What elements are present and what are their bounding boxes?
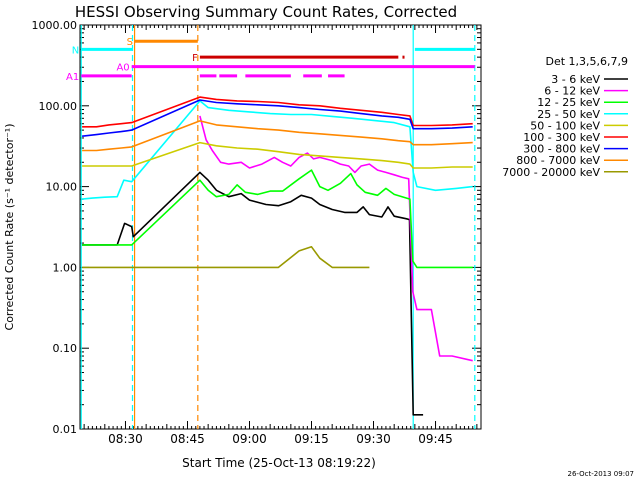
flag-label: F <box>192 53 198 64</box>
plot-frame <box>79 24 482 430</box>
series-line <box>82 96 473 128</box>
x-tick-label: 09:30 <box>356 432 391 446</box>
chart-title: HESSI Observing Summary Count Rates, Cor… <box>75 3 457 21</box>
series-line <box>82 246 370 269</box>
x-tick-label: 09:45 <box>418 432 453 446</box>
footer-date: 26-Oct-2013 09:07 <box>568 470 634 478</box>
flag-label: S <box>127 37 133 48</box>
series-line <box>82 120 473 152</box>
y-axis-label: Corrected Count Rate (s⁻¹ detector⁻¹) <box>3 124 16 331</box>
y-tick-label: 0.10 <box>53 342 78 355</box>
x-tick-label: 09:00 <box>232 432 267 446</box>
legend-label: 3 - 6 keV <box>551 73 600 86</box>
legend-label: 300 - 800 keV <box>523 143 600 156</box>
legend-label: 12 - 25 keV <box>537 96 600 109</box>
series-line <box>82 171 424 416</box>
series-line <box>82 141 473 169</box>
legend-title: Det 1,3,5,6,7,9 <box>545 55 628 68</box>
flag-label: N <box>72 45 79 56</box>
legend-label: 25 - 50 keV <box>537 108 600 121</box>
x-axis-label: Start Time (25-Oct-13 08:19:22) <box>182 456 376 470</box>
legend-label: 800 - 7000 keV <box>516 154 600 167</box>
y-tick-label: 1000.00 <box>32 19 78 32</box>
x-tick-label: 09:15 <box>294 432 329 446</box>
legend-label: 100 - 300 keV <box>523 131 600 144</box>
plot-area: 1000.00 100.00 10.00 1.00 0.10 0.01 08:30 08:45… <box>32 19 482 446</box>
legend-label: 7000 - 20000 keV <box>502 166 600 179</box>
series-line <box>82 169 473 269</box>
series-line <box>82 100 473 200</box>
legend-label: 50 - 100 keV <box>530 119 600 132</box>
flag-label: A0 <box>116 63 129 74</box>
series-line <box>199 115 473 362</box>
y-tick-label: 100.00 <box>39 100 78 113</box>
flag-label: A1 <box>66 72 79 83</box>
legend-label: 6 - 12 keV <box>544 85 600 98</box>
x-tick-label: 08:30 <box>108 432 143 446</box>
y-tick-label: 1.00 <box>53 261 78 274</box>
x-tick-label: 08:45 <box>170 432 205 446</box>
y-tick-label: 10.00 <box>46 181 78 194</box>
series-line <box>82 99 473 137</box>
y-tick-label: 0.01 <box>53 423 78 436</box>
